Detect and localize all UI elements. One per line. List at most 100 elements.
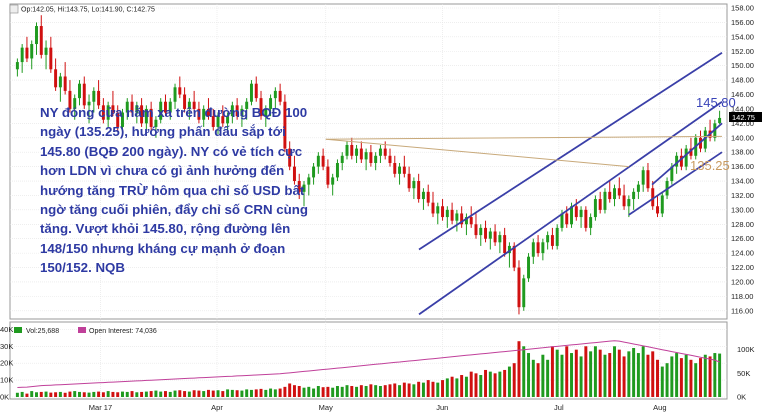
candle-body [254, 83, 258, 99]
volume-bar [445, 378, 449, 397]
candle-body [178, 87, 182, 95]
candle-body [474, 224, 478, 236]
candle-body [498, 235, 502, 243]
candle-body [235, 105, 239, 117]
candle-body [297, 181, 301, 192]
volume-bar [221, 391, 225, 397]
volume-bar [312, 388, 316, 397]
volume-bar [44, 391, 48, 397]
candle-body [512, 245, 516, 268]
volume-legend-icon [14, 327, 22, 333]
candle-body [622, 195, 626, 207]
volume-bar [436, 382, 440, 397]
candle-body [159, 101, 163, 120]
volume-bar [187, 391, 191, 397]
candle-body [522, 278, 526, 308]
volume-bar [92, 391, 96, 397]
candle-body [168, 101, 172, 113]
volume-bar [307, 386, 311, 397]
candle-body [417, 181, 421, 200]
volume-bar [684, 354, 688, 397]
volume-bar [206, 389, 210, 397]
open-interest-axis: 100K 50K 0K [737, 345, 755, 401]
candle-body [35, 26, 38, 45]
candle-body [321, 155, 325, 167]
candle-body [202, 108, 206, 120]
volume-bar [230, 389, 234, 397]
volume-bar [116, 392, 120, 397]
volume-bar [192, 390, 196, 397]
candle-body [101, 105, 105, 120]
candle-body [469, 217, 473, 225]
candle-body [111, 105, 115, 113]
volume-bar [340, 386, 344, 397]
price-tick-label: 140.00 [731, 133, 754, 142]
candle-body [398, 166, 402, 174]
volume-bar [101, 392, 105, 397]
volume-bar [689, 359, 693, 397]
candle-body [445, 209, 449, 218]
candle-body [121, 112, 124, 127]
candle-body [73, 98, 77, 109]
candle-body [364, 152, 368, 160]
open-interest-tick-label: 50K [737, 369, 750, 378]
price-tick-label: 158.00 [731, 4, 754, 13]
candle-body [632, 191, 636, 200]
volume-bar [111, 391, 115, 397]
candle-body [421, 191, 425, 200]
volume-bar [574, 349, 578, 397]
volume-bar [498, 371, 502, 397]
volume-bar [15, 392, 19, 397]
candle-body [135, 105, 139, 113]
volume-bar [87, 392, 91, 397]
candle-body [82, 83, 86, 106]
price-tick-label: 122.00 [731, 263, 754, 272]
candle-body [359, 148, 363, 160]
candle-body [718, 117, 722, 123]
volume-bar [163, 391, 167, 397]
candle-body [326, 166, 330, 185]
volume-bar [78, 391, 81, 397]
volume-tick-label: 20K [0, 359, 13, 368]
volume-bar [622, 356, 626, 397]
volume-bar [613, 346, 616, 397]
ma200-level-label: 145.80 [696, 95, 736, 110]
candle-body [407, 173, 411, 189]
candle-body [140, 105, 144, 124]
volume-bar [546, 359, 550, 397]
candle-body [565, 213, 569, 225]
candle-body [192, 101, 196, 109]
candle-body [15, 62, 19, 70]
volume-bar [345, 385, 349, 397]
volume-bar [431, 381, 435, 397]
volume-bar [627, 351, 631, 397]
candle-body [245, 101, 249, 109]
volume-bar [503, 369, 507, 397]
volume-bar [646, 354, 650, 397]
volume-bar [355, 386, 359, 397]
candle-body [216, 116, 220, 127]
volume-bar [665, 363, 669, 397]
candle-body [187, 101, 191, 109]
volume-bar [249, 389, 253, 397]
volume-bar [479, 375, 483, 397]
volume-bar [412, 384, 416, 397]
volume-panel-frame [9, 321, 728, 400]
candle-body [646, 170, 650, 189]
volume-bar [97, 391, 101, 397]
candle-body [149, 108, 153, 127]
candle-body [574, 206, 578, 218]
volume-bar [264, 389, 268, 397]
price-tick-label: 132.00 [731, 191, 754, 200]
price-tick-label: 130.00 [731, 205, 754, 214]
volume-grid [10, 329, 727, 398]
volume-bar [517, 341, 521, 397]
candle-body [464, 217, 468, 225]
volume-bar [54, 392, 58, 397]
ma100-approach-line [325, 138, 629, 168]
candle-body [656, 206, 659, 214]
volume-bar [426, 380, 430, 397]
volume-bar [593, 346, 597, 397]
candle-body [579, 209, 583, 218]
volume-bar [226, 389, 230, 397]
